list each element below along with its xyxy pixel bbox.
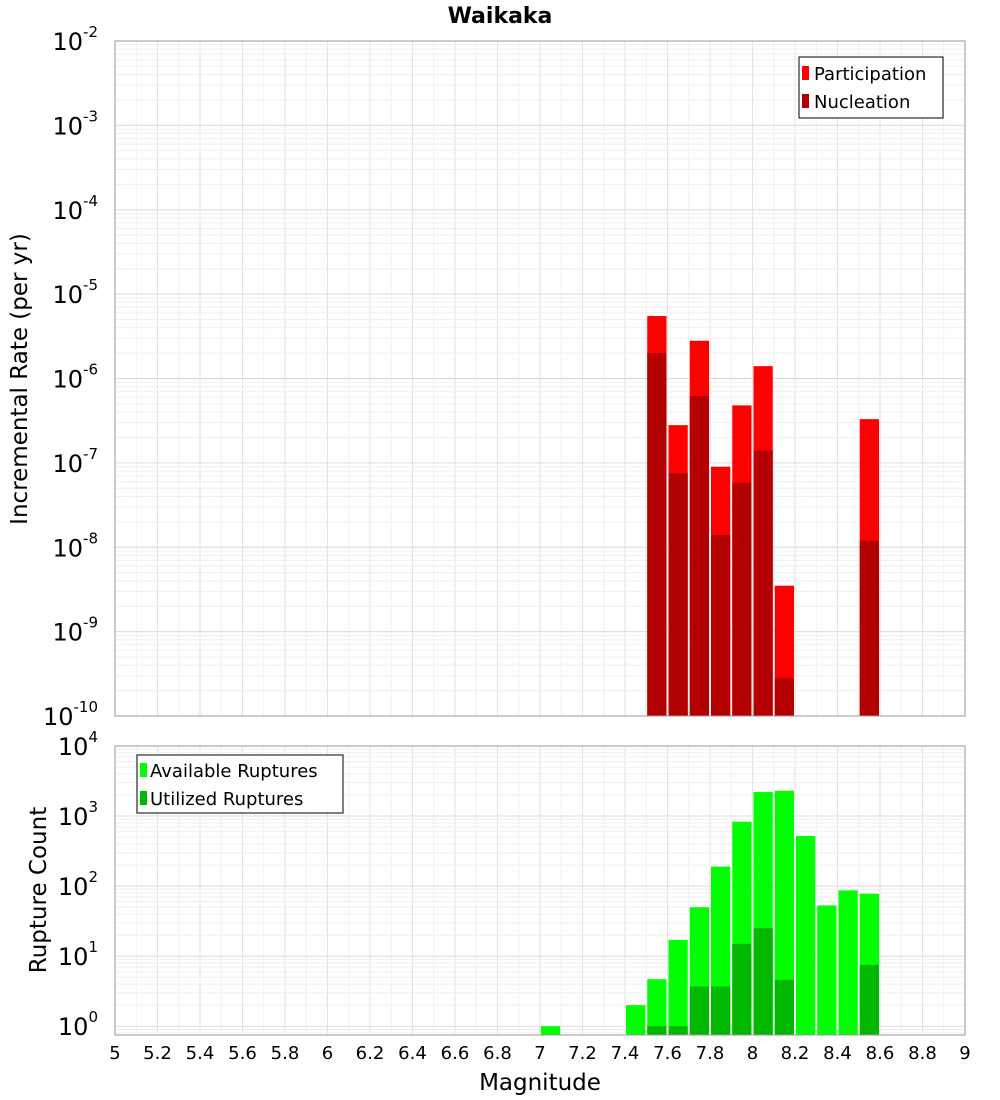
bar-available-ruptures bbox=[774, 790, 794, 1035]
chart-title: Waikaka bbox=[448, 4, 553, 29]
y-tick-label: 10-10 bbox=[43, 698, 98, 731]
rate-plot-y-ticks: 10-10 10-9 10-8 10-7 10-6 10-5 10-4 10-3 10-2 bbox=[43, 23, 98, 731]
x-tick-label: 5 bbox=[109, 1043, 120, 1064]
rate-y-axis-label: Incremental Rate (per yr) bbox=[7, 233, 33, 525]
legend-label-nucleation: Nucleation bbox=[814, 92, 910, 113]
y-tick-label: 103 bbox=[58, 798, 98, 831]
bar-available-ruptures bbox=[626, 1005, 646, 1035]
bar-utilized-ruptures bbox=[689, 986, 709, 1035]
legend-swatch-utilized-ruptures bbox=[140, 791, 147, 805]
x-tick-label: 6.2 bbox=[356, 1043, 385, 1064]
bar-nucleation bbox=[774, 678, 794, 716]
x-tick-label: 5.6 bbox=[228, 1043, 257, 1064]
bar-nucleation bbox=[711, 534, 731, 716]
count-legend: Available Ruptures Utilized Ruptures bbox=[136, 754, 344, 814]
bar-available-ruptures bbox=[838, 890, 858, 1035]
x-tick-label: 8.2 bbox=[781, 1043, 810, 1064]
x-tick-label: 8.4 bbox=[823, 1043, 852, 1064]
x-tick-label: 7.8 bbox=[696, 1043, 725, 1064]
count-plot-y-ticks: 100 101 102 103 104 bbox=[58, 728, 98, 1041]
x-tick-label: 8.6 bbox=[866, 1043, 895, 1064]
rate-plot-gridlines bbox=[114, 40, 966, 717]
bar-nucleation bbox=[668, 473, 688, 716]
bar-nucleation bbox=[689, 396, 709, 716]
y-tick-label: 10-9 bbox=[52, 614, 98, 647]
bar-utilized-ruptures bbox=[668, 1026, 688, 1035]
x-tick-label: 5.4 bbox=[186, 1043, 215, 1064]
bar-utilized-ruptures bbox=[859, 964, 879, 1035]
y-tick-label: 104 bbox=[58, 728, 98, 761]
legend-label-utilized-ruptures: Utilized Ruptures bbox=[150, 789, 303, 810]
x-tick-label: 7.6 bbox=[653, 1043, 682, 1064]
y-tick-label: 10-8 bbox=[52, 529, 98, 562]
bar-utilized-ruptures bbox=[732, 943, 752, 1035]
x-tick-label: 5.8 bbox=[271, 1043, 300, 1064]
x-tick-label: 5.2 bbox=[143, 1043, 172, 1064]
count-plot-panel: 100 101 102 103 104 5 5.2 5.4 5.6 5.8 6 6.2 6.4 6.6 6… bbox=[26, 728, 971, 1096]
count-legend-box bbox=[136, 754, 344, 814]
x-tick-label: 7.2 bbox=[568, 1043, 597, 1064]
rate-legend: Participation Nucleation bbox=[798, 56, 944, 119]
count-plot-x-ticks: 5 5.2 5.4 5.6 5.8 6 6.2 6.4 6.6 6.8 7 7.2 7.4 7.6 7.8 8… bbox=[109, 1043, 970, 1064]
x-tick-label: 6.6 bbox=[441, 1043, 470, 1064]
bar-nucleation bbox=[859, 540, 879, 716]
bar-utilized-ruptures bbox=[647, 1026, 667, 1035]
legend-label-participation: Participation bbox=[814, 64, 926, 85]
x-tick-label: 6 bbox=[322, 1043, 333, 1064]
y-tick-label: 101 bbox=[58, 938, 98, 971]
bar-utilized-ruptures bbox=[753, 928, 773, 1035]
x-tick-label: 6.4 bbox=[398, 1043, 427, 1064]
y-tick-label: 10-6 bbox=[52, 361, 98, 394]
y-tick-label: 10-5 bbox=[52, 276, 98, 309]
x-tick-label: 7 bbox=[534, 1043, 545, 1064]
x-tick-label: 6.8 bbox=[483, 1043, 512, 1064]
legend-swatch-available-ruptures bbox=[140, 763, 147, 777]
rate-plot-panel: 10-10 10-9 10-8 10-7 10-6 10-5 10-4 10-3 10-2 In… bbox=[7, 23, 966, 731]
x-tick-label: 8.8 bbox=[908, 1043, 937, 1064]
bar-available-ruptures bbox=[541, 1026, 561, 1035]
bar-utilized-ruptures bbox=[711, 986, 731, 1035]
rate-plot-bars bbox=[647, 316, 879, 716]
x-tick-label: 7.4 bbox=[611, 1043, 640, 1064]
bar-nucleation bbox=[753, 450, 773, 716]
x-axis-label: Magnitude bbox=[479, 1070, 601, 1096]
rate-legend-box bbox=[798, 56, 944, 119]
y-tick-label: 10-3 bbox=[52, 107, 98, 140]
bar-available-ruptures bbox=[817, 905, 837, 1035]
legend-swatch-nucleation bbox=[802, 94, 809, 108]
y-tick-label: 10-4 bbox=[52, 192, 98, 225]
x-tick-label: 9 bbox=[959, 1043, 970, 1064]
bar-available-ruptures bbox=[647, 979, 667, 1035]
bar-available-ruptures bbox=[796, 835, 816, 1035]
legend-label-available-ruptures: Available Ruptures bbox=[150, 761, 318, 782]
count-plot-bars bbox=[541, 790, 879, 1035]
y-tick-label: 10-7 bbox=[52, 445, 98, 478]
bar-nucleation bbox=[732, 482, 752, 716]
bar-nucleation bbox=[647, 353, 667, 716]
bar-utilized-ruptures bbox=[774, 979, 794, 1035]
y-tick-label: 10-2 bbox=[52, 23, 98, 56]
bar-available-ruptures bbox=[668, 940, 688, 1035]
count-y-axis-label: Rupture Count bbox=[26, 807, 52, 973]
y-tick-label: 100 bbox=[58, 1008, 98, 1041]
y-tick-label: 102 bbox=[58, 868, 98, 901]
count-plot-frame bbox=[114, 745, 966, 1036]
x-tick-label: 8 bbox=[747, 1043, 758, 1064]
legend-swatch-participation bbox=[802, 66, 809, 80]
rate-plot-frame bbox=[114, 40, 966, 717]
